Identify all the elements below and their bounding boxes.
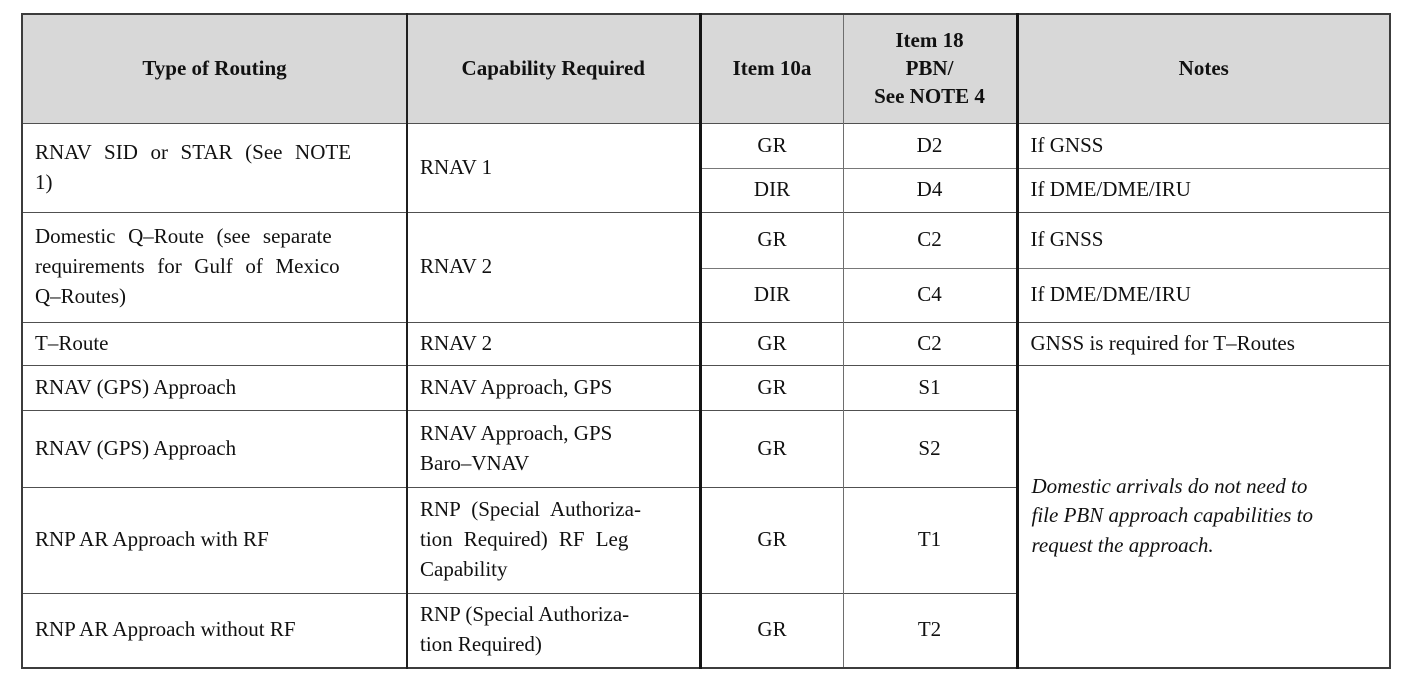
cell-routing-type: Domestic Q–Route (see separate requireme…	[22, 211, 407, 322]
cell-item18: T1	[842, 486, 1017, 593]
cell-item18: S2	[842, 409, 1017, 487]
cell-routing-type: RNAV (GPS) Approach	[22, 364, 407, 410]
routing-capability-table: Type of Routing Capability Required Item…	[21, 13, 1391, 669]
cell-capability: RNAV 2	[406, 211, 700, 322]
table-row: RNAV (GPS) Approach RNAV Approach, GPS G…	[22, 364, 1390, 668]
cell-item18: S1	[842, 364, 1017, 410]
cell-note: GNSS is required for T–Routes	[1015, 321, 1390, 365]
header-item-10a: Item 10a	[698, 14, 843, 123]
cell-item10a: GR	[698, 122, 843, 168]
cell-capability: RNP (Special Authoriza- tion Required)	[406, 592, 700, 668]
cell-routing-type: RNP AR Approach with RF	[22, 486, 407, 593]
cell-routing-type: RNAV SID or STAR (See NOTE 1)	[22, 122, 407, 212]
table-row: Domestic Q–Route (see separate requireme…	[22, 211, 1390, 322]
header-item-18-pbn: Item 18 PBN/ See NOTE 4	[842, 14, 1017, 123]
table-row: RNAV (GPS) Approach RNAV Approach, GPS B…	[22, 409, 1390, 487]
cell-item10a: GR	[698, 321, 843, 365]
cell-capability: RNAV 2	[406, 321, 700, 365]
cell-note: If GNSS	[1015, 122, 1390, 168]
cell-capability: RNAV 1	[406, 122, 700, 212]
cell-routing-type: RNP AR Approach without RF	[22, 592, 407, 668]
header-type-of-routing: Type of Routing	[22, 14, 407, 123]
cell-item18: C4	[842, 267, 1017, 322]
table-row: T–Route RNAV 2 GR C2 GNSS is required fo…	[22, 321, 1390, 365]
cell-note: If GNSS	[1015, 211, 1390, 268]
cell-note: If DME/DME/IRU	[1015, 267, 1390, 322]
cell-capability: RNP (Special Authoriza- tion Required) R…	[406, 486, 700, 593]
header-capability-required: Capability Required	[406, 14, 700, 123]
cell-item18: D4	[842, 167, 1017, 212]
cell-routing-type: RNAV (GPS) Approach	[22, 409, 407, 487]
cell-item10a: GR	[698, 409, 843, 487]
cell-note: If DME/DME/IRU	[1015, 167, 1390, 212]
cell-item10a: GR	[698, 211, 843, 268]
cell-item18: C2	[842, 211, 1017, 268]
table-row: RNP AR Approach without RF RNP (Special …	[22, 592, 1390, 668]
cell-item10a: GR	[698, 486, 843, 593]
table-subrow: DIR C4 If DME/DME/IRU	[22, 267, 1390, 322]
cell-capability: RNAV Approach, GPS Baro–VNAV	[406, 409, 700, 487]
cell-item10a: GR	[698, 592, 843, 668]
cell-routing-type: T–Route	[22, 321, 407, 365]
table-row: RNP AR Approach with RF RNP (Special Aut…	[22, 486, 1390, 593]
cell-item18: D2	[842, 122, 1017, 168]
cell-item10a: DIR	[698, 267, 843, 322]
cell-capability: RNAV Approach, GPS	[406, 364, 700, 410]
table-header-row: Type of Routing Capability Required Item…	[22, 14, 1390, 123]
cell-item18: C2	[842, 321, 1017, 365]
header-notes: Notes	[1015, 14, 1390, 123]
cell-item10a: GR	[698, 364, 843, 410]
cell-merged-note: Domestic arrivals do not need to file PB…	[1015, 364, 1390, 668]
cell-item18: T2	[842, 592, 1017, 668]
table-row: RNAV SID or STAR (See NOTE 1) RNAV 1 GR …	[22, 122, 1390, 212]
table-subrow: DIR D4 If DME/DME/IRU	[22, 167, 1390, 212]
cell-item10a: DIR	[698, 167, 843, 212]
